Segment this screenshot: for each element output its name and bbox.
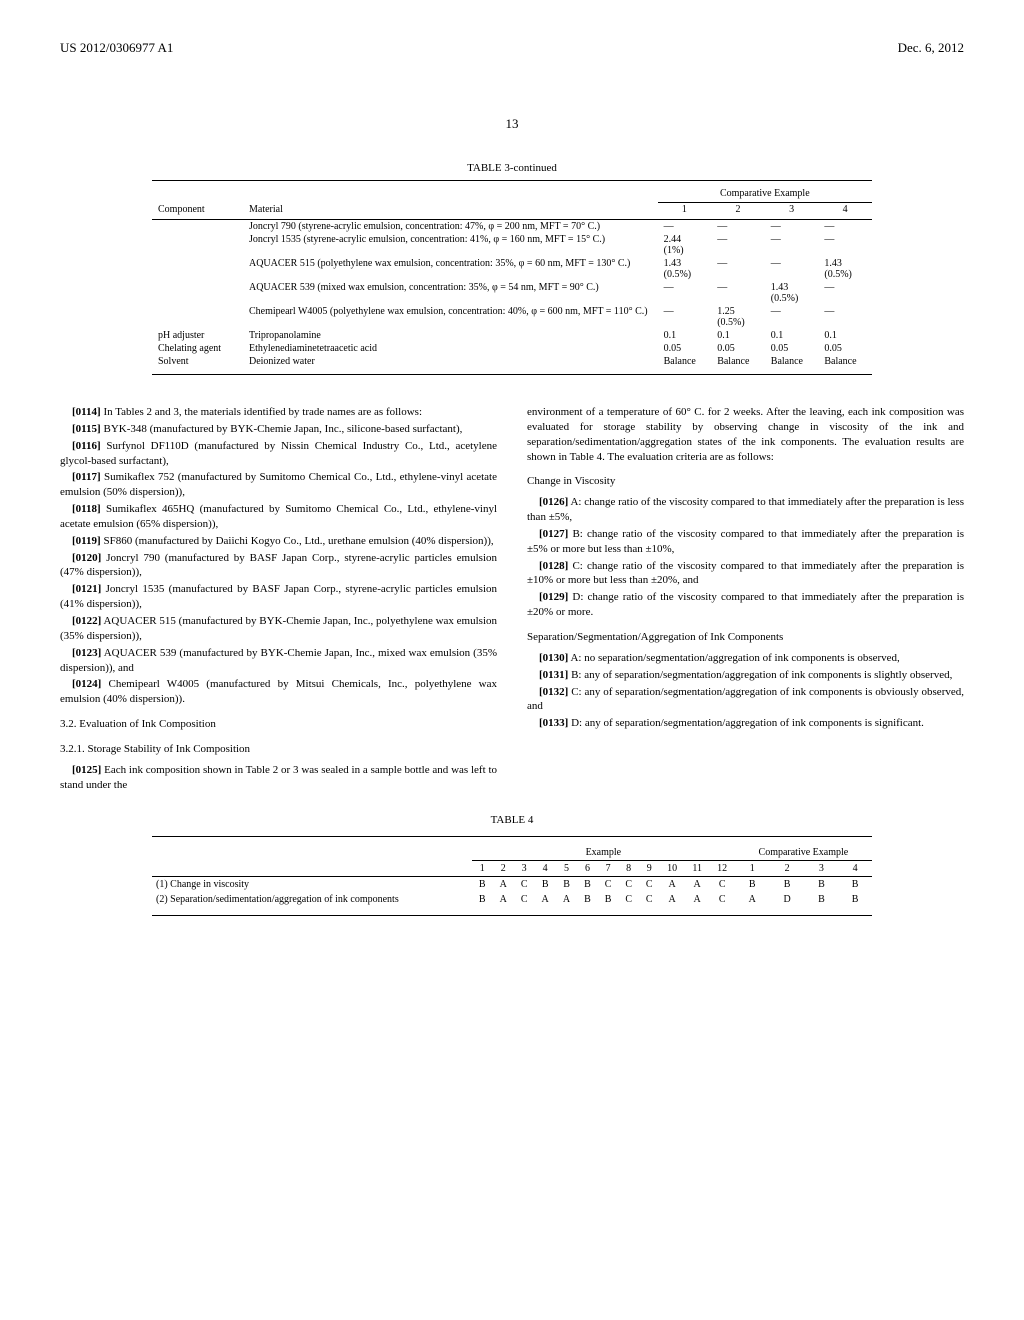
t4-col: 12 [710, 861, 735, 877]
doc-number: US 2012/0306977 A1 [60, 40, 173, 56]
t3-col-2: 2 [711, 203, 765, 220]
doc-date: Dec. 6, 2012 [898, 40, 964, 56]
t4-col: 1 [472, 861, 493, 877]
subhead-3-2-1: 3.2.1. Storage Stability of Ink Composit… [60, 742, 497, 757]
subhead-viscosity: Change in Viscosity [527, 474, 964, 489]
t4-col: 3 [514, 861, 535, 877]
table4-caption: TABLE 4 [60, 814, 964, 826]
table3-group-header: Comparative Example [658, 187, 872, 203]
paragraph: [0123] AQUACER 539 (manufactured by BYK-… [60, 646, 497, 676]
t4-col: 9 [639, 861, 660, 877]
body-text: [0114] In Tables 2 and 3, the materials … [60, 405, 964, 794]
paragraph: [0130] A: no separation/segmentation/agg… [527, 651, 964, 666]
table3-caption: TABLE 3-continued [60, 162, 964, 174]
table3-row: AQUACER 539 (mixed wax emulsion, concent… [152, 281, 872, 305]
t4-col: 5 [556, 861, 577, 877]
table3-row: Chelating agentEthylenediaminetetraaceti… [152, 342, 872, 355]
paragraph: [0126] A: change ratio of the viscosity … [527, 495, 964, 525]
paragraph: [0118] Sumikaflex 465HQ (manufactured by… [60, 502, 497, 532]
table3-row: pH adjusterTripropanolamine0.10.10.10.1 [152, 329, 872, 342]
paragraph: [0117] Sumikaflex 752 (manufactured by S… [60, 470, 497, 500]
table3: Comparative Example Component Material 1… [152, 180, 872, 375]
table3-row: Joncryl 1535 (styrene-acrylic emulsion, … [152, 233, 872, 257]
t4-col: 2 [493, 861, 514, 877]
t4-col: 4 [838, 861, 872, 877]
table3-row: SolventDeionized waterBalanceBalanceBala… [152, 355, 872, 368]
subhead-3-2: 3.2. Evaluation of Ink Composition [60, 717, 497, 732]
table3-row: AQUACER 515 (polyethylene wax emulsion, … [152, 257, 872, 281]
t4-group-example: Example [472, 845, 735, 861]
t3-col-1: 1 [658, 203, 712, 220]
paragraph: [0124] Chemipearl W4005 (manufactured by… [60, 677, 497, 707]
t3-col-material: Material [243, 203, 658, 220]
paragraph: [0121] Joncryl 1535 (manufactured by BAS… [60, 582, 497, 612]
paragraph: [0115] BYK-348 (manufactured by BYK-Chem… [60, 422, 497, 437]
paragraph: [0120] Joncryl 790 (manufactured by BASF… [60, 551, 497, 581]
t4-col: 10 [660, 861, 685, 877]
t4-col: 3 [805, 861, 839, 877]
subhead-sep: Separation/Segmentation/Aggregation of I… [527, 630, 964, 645]
paragraph: [0119] SF860 (manufactured by Daiichi Ko… [60, 534, 497, 549]
t4-group-comparative: Comparative Example [735, 845, 872, 861]
paragraph: [0128] C: change ratio of the viscosity … [527, 559, 964, 589]
table3-row: Joncryl 790 (styrene-acrylic emulsion, c… [152, 220, 872, 234]
table4-row: (1) Change in viscosityBACBBBCCCAACBBBB [152, 877, 872, 893]
page-number: 13 [60, 116, 964, 132]
paragraph: [0114] In Tables 2 and 3, the materials … [60, 405, 497, 420]
paragraph: [0133] D: any of separation/segmentation… [527, 716, 964, 731]
para-0125: [0125] Each ink composition shown in Tab… [60, 763, 497, 793]
t3-col-component: Component [152, 203, 243, 220]
paragraph: [0129] D: change ratio of the viscosity … [527, 590, 964, 620]
t4-col: 2 [770, 861, 805, 877]
t4-col: 11 [685, 861, 710, 877]
t3-col-4: 4 [818, 203, 872, 220]
paragraph: [0122] AQUACER 515 (manufactured by BYK-… [60, 614, 497, 644]
t4-col: 8 [618, 861, 639, 877]
para-right-cont: environment of a temperature of 60° C. f… [527, 405, 964, 464]
t4-col: 7 [598, 861, 619, 877]
t4-col: 4 [534, 861, 555, 877]
t4-col: 1 [735, 861, 770, 877]
t3-col-3: 3 [765, 203, 819, 220]
paragraph: [0116] Surfynol DF110D (manufactured by … [60, 439, 497, 469]
paragraph: [0131] B: any of separation/segmentation… [527, 668, 964, 683]
page-header: US 2012/0306977 A1 Dec. 6, 2012 [60, 40, 964, 56]
t4-col: 6 [577, 861, 598, 877]
table3-row: Chemipearl W4005 (polyethylene wax emuls… [152, 305, 872, 329]
paragraph: [0132] C: any of separation/segmentation… [527, 685, 964, 715]
table4: Example Comparative Example 123456789101… [152, 836, 872, 916]
table4-row: (2) Separation/sedimentation/aggregation… [152, 892, 872, 907]
paragraph: [0127] B: change ratio of the viscosity … [527, 527, 964, 557]
